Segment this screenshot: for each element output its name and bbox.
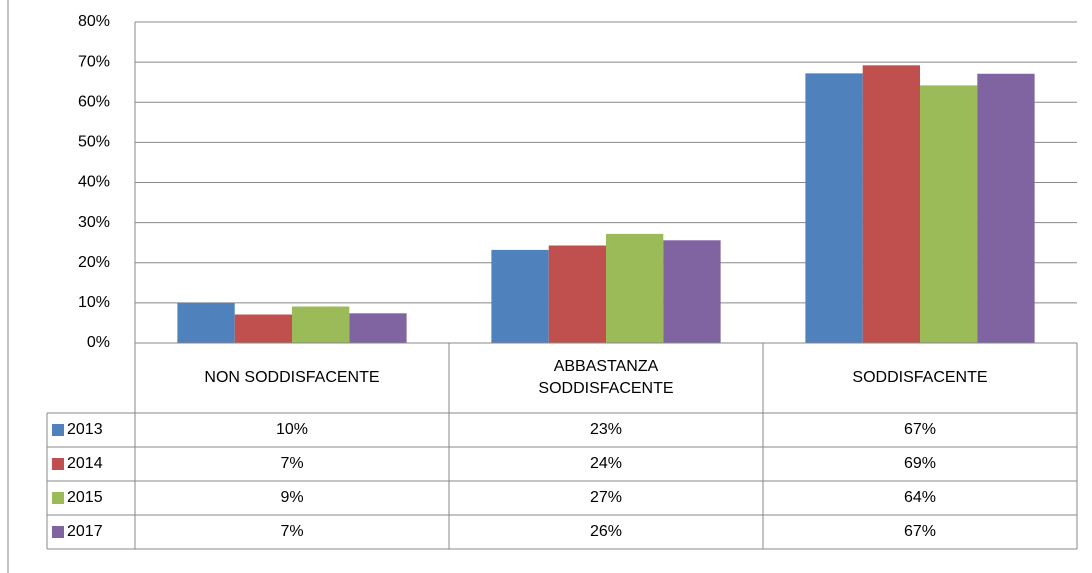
table-value: 67%	[904, 421, 936, 438]
y-tick-label: 0%	[87, 334, 110, 351]
bar	[548, 245, 606, 343]
legend-label: 2017	[67, 523, 103, 540]
legend-label: 2014	[67, 455, 103, 472]
table-value: 27%	[590, 489, 622, 506]
legend-label: 2015	[67, 489, 103, 506]
bar	[920, 85, 978, 344]
table-value: 69%	[904, 455, 936, 472]
x-tick-label: NON SODDISFACENTE	[204, 369, 380, 386]
legend-label: 2013	[67, 421, 103, 438]
legend-swatch	[52, 458, 64, 470]
bar	[292, 306, 350, 343]
table-value: 7%	[280, 455, 303, 472]
table-value: 67%	[904, 523, 936, 540]
table-value: 26%	[590, 523, 622, 540]
table-value: 9%	[280, 489, 303, 506]
bar	[663, 240, 721, 343]
table-value: 10%	[276, 421, 308, 438]
legend-swatch	[52, 492, 64, 504]
bar	[606, 233, 664, 343]
x-tick-label: SODDISFACENTE	[852, 369, 988, 386]
bar	[491, 249, 549, 343]
y-tick-label: 40%	[78, 174, 110, 191]
bar	[862, 65, 920, 344]
y-tick-label: 50%	[78, 134, 110, 151]
bar	[805, 73, 863, 344]
bar	[234, 314, 292, 343]
table-value: 7%	[280, 523, 303, 540]
y-tick-label: 30%	[78, 214, 110, 231]
y-tick-label: 70%	[78, 53, 110, 70]
bar	[349, 313, 407, 343]
y-tick-label: 60%	[78, 93, 110, 110]
y-tick-label: 20%	[78, 254, 110, 271]
y-tick-label: 80%	[78, 13, 110, 30]
y-tick-label: 10%	[78, 294, 110, 311]
table-value: 24%	[590, 455, 622, 472]
bar	[177, 302, 235, 343]
x-tick-label: ABBASTANZA SODDISFACENTE	[538, 358, 674, 397]
legend-swatch	[52, 424, 64, 436]
table-value: 64%	[904, 489, 936, 506]
table-value: 23%	[590, 421, 622, 438]
legend-swatch	[52, 526, 64, 538]
bar	[977, 73, 1035, 343]
